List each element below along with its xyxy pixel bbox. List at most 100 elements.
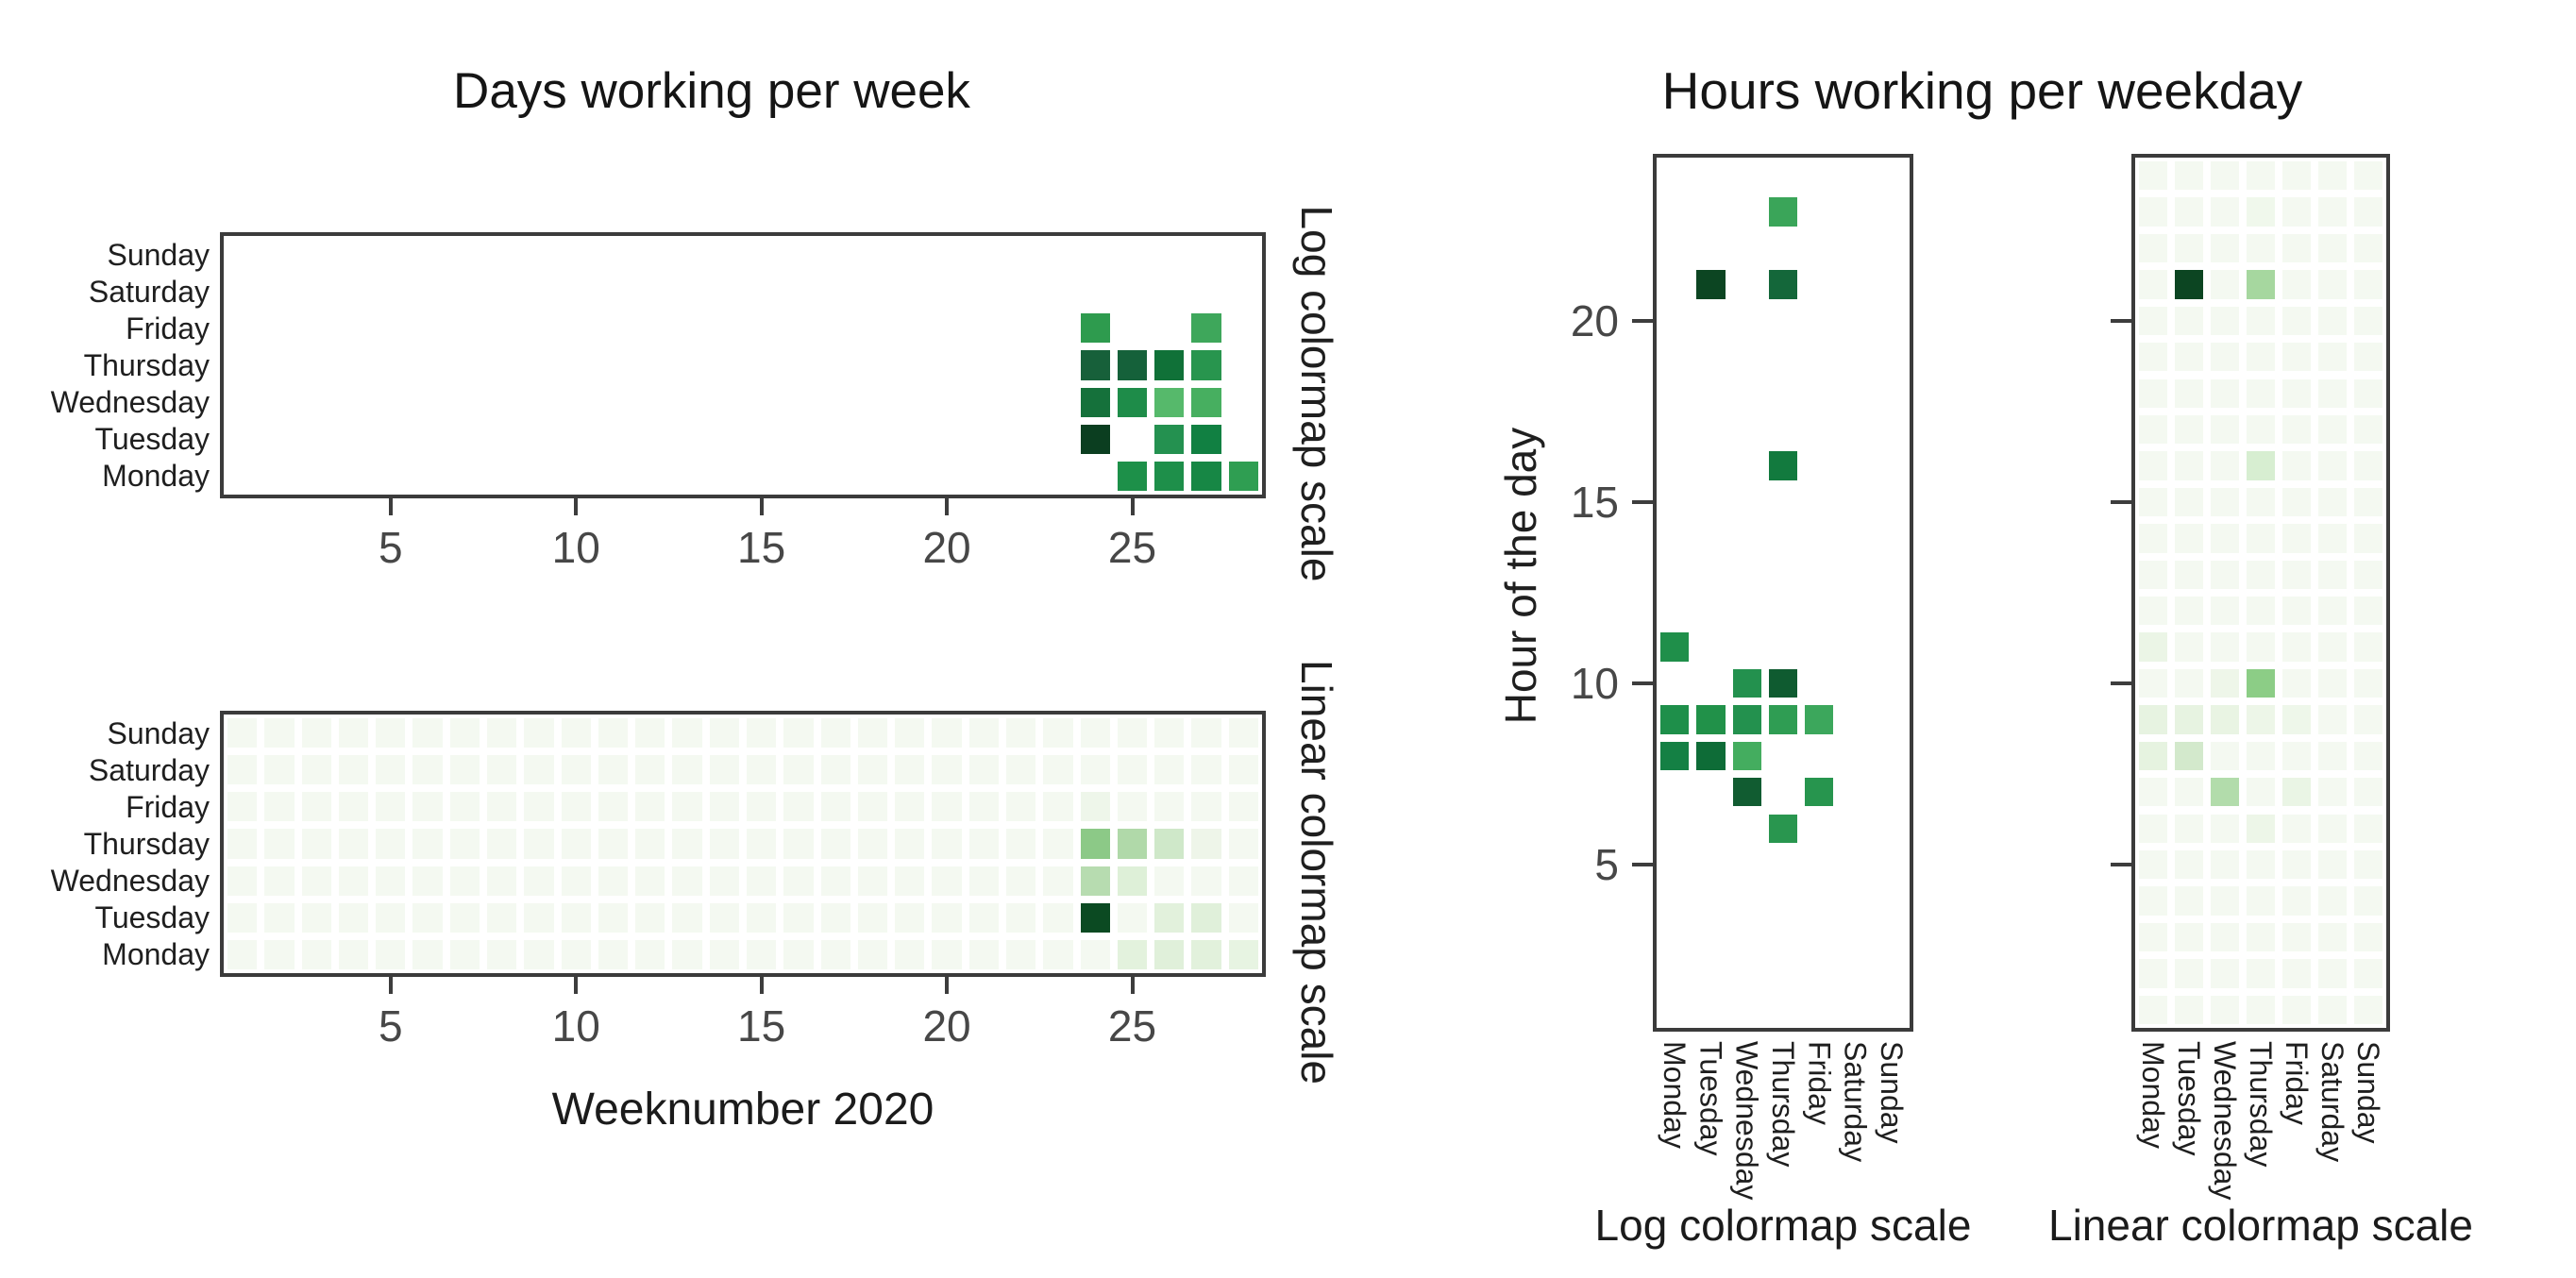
heatmap-cell <box>1696 741 1726 771</box>
heatmap-cell <box>2247 233 2275 263</box>
heatmap-cell <box>2139 668 2167 698</box>
heatmap-cell <box>2175 668 2203 698</box>
weeknumber-axis-label: Weeknumber 2020 <box>551 1085 934 1135</box>
heatmap-cell <box>747 755 777 785</box>
y-tick-mark <box>2111 681 2131 686</box>
heatmap-cell <box>2354 922 2382 952</box>
hours-figure-title: Hours working per weekday <box>1661 61 2303 120</box>
heatmap-cell <box>2247 959 2275 988</box>
heatmap-cell <box>895 829 925 859</box>
heatmap-cell <box>709 866 739 896</box>
heatmap-cell <box>2282 306 2311 336</box>
heatmap-cell <box>1154 350 1185 380</box>
heatmap-cell <box>895 792 925 822</box>
heatmap-cell <box>561 939 591 969</box>
heatmap-cell <box>2354 378 2382 408</box>
heatmap-cell <box>2247 270 2275 299</box>
heatmap-cell <box>747 792 777 822</box>
heatmap-cell <box>1006 792 1036 822</box>
heatmap-cell <box>301 902 331 933</box>
weekday-column-label: Monday <box>1658 1041 1692 1149</box>
heatmap-cell <box>1768 668 1798 698</box>
days-figure-title: Days working per week <box>453 63 970 119</box>
heatmap-cell <box>2354 995 2382 1024</box>
heatmap-cell <box>1117 350 1148 380</box>
heatmap-cell <box>2354 705 2382 734</box>
x-tick-label: 25 <box>1107 1001 1157 1051</box>
heatmap-cell <box>376 939 406 969</box>
heatmap-cell <box>598 866 629 896</box>
heatmap-cell <box>2175 414 2203 445</box>
heatmap-cell <box>598 902 629 933</box>
heatmap-cell <box>783 829 814 859</box>
heatmap-cell <box>2282 270 2311 299</box>
heatmap-cell <box>709 792 739 822</box>
heatmap-cell <box>895 755 925 785</box>
heatmap-cell <box>1117 387 1148 417</box>
heatmap-cell <box>1080 902 1110 933</box>
x-tick-mark <box>388 498 393 515</box>
heatmap-cell <box>2175 886 2203 916</box>
heatmap-cell <box>857 792 888 822</box>
heatmap-cell <box>449 755 480 785</box>
day-row-label: Monday <box>102 937 210 972</box>
heatmap-cell <box>2175 197 2203 227</box>
y-tick-label: 5 <box>1594 840 1619 890</box>
heatmap-cell <box>2247 378 2275 408</box>
heatmap-cell <box>1768 814 1798 843</box>
heatmap-cell <box>1043 829 1073 859</box>
heatmap-cell <box>2282 959 2311 988</box>
heatmap-cell <box>1154 866 1185 896</box>
heatmap-cell <box>376 866 406 896</box>
heatmap-cell <box>1228 792 1258 822</box>
heatmap-cell <box>1154 902 1185 933</box>
y-tick-label: 10 <box>1570 659 1619 709</box>
heatmap-cell <box>932 755 962 785</box>
heatmap-cell <box>2175 995 2203 1024</box>
heatmap-cell <box>2318 233 2347 263</box>
heatmap-cell <box>1228 755 1258 785</box>
heatmap-cell <box>2211 378 2239 408</box>
heatmap-cell <box>2175 814 2203 843</box>
heatmap-cell <box>264 829 295 859</box>
heatmap-cell <box>1043 718 1073 748</box>
heatmap-cell <box>1117 902 1148 933</box>
heatmap-cell <box>561 792 591 822</box>
weekday-column-label: Thursday <box>1766 1041 1800 1168</box>
heatmap-cell <box>1154 424 1185 454</box>
weekday-column-label: Friday <box>2280 1041 2314 1125</box>
heatmap-cell <box>1191 866 1221 896</box>
heatmap-cell <box>1006 829 1036 859</box>
heatmap-cell <box>2175 161 2203 191</box>
heatmap-cell <box>2354 959 2382 988</box>
heatmap-cell <box>820 718 850 748</box>
heatmap-cell <box>968 939 999 969</box>
heatmap-cell <box>487 792 517 822</box>
heatmap-cell <box>487 755 517 785</box>
heatmap-cell <box>820 829 850 859</box>
heatmap-cell <box>2318 668 2347 698</box>
heatmap-cell <box>2211 922 2239 952</box>
heatmap-cell <box>1191 350 1221 380</box>
heatmap-cell <box>635 829 665 859</box>
heatmap-cell <box>635 792 665 822</box>
x-tick-label: 20 <box>922 523 971 572</box>
heatmap-cell <box>2354 597 2382 626</box>
days-log-heatmap-border <box>220 232 1266 498</box>
heatmap-cell <box>709 902 739 933</box>
heatmap-cell <box>635 939 665 969</box>
heatmap-cell <box>783 755 814 785</box>
heatmap-cell <box>376 755 406 785</box>
heatmap-cell <box>376 902 406 933</box>
heatmap-cell <box>709 939 739 969</box>
heatmap-cell <box>1006 755 1036 785</box>
x-tick-mark <box>945 977 950 994</box>
heatmap-cell <box>1006 718 1036 748</box>
heatmap-cell <box>1080 387 1110 417</box>
heatmap-cell <box>301 939 331 969</box>
heatmap-cell <box>2175 849 2203 880</box>
heatmap-cell <box>2175 632 2203 662</box>
heatmap-cell <box>820 939 850 969</box>
heatmap-cell <box>2318 959 2347 988</box>
heatmap-cell <box>1191 387 1221 417</box>
